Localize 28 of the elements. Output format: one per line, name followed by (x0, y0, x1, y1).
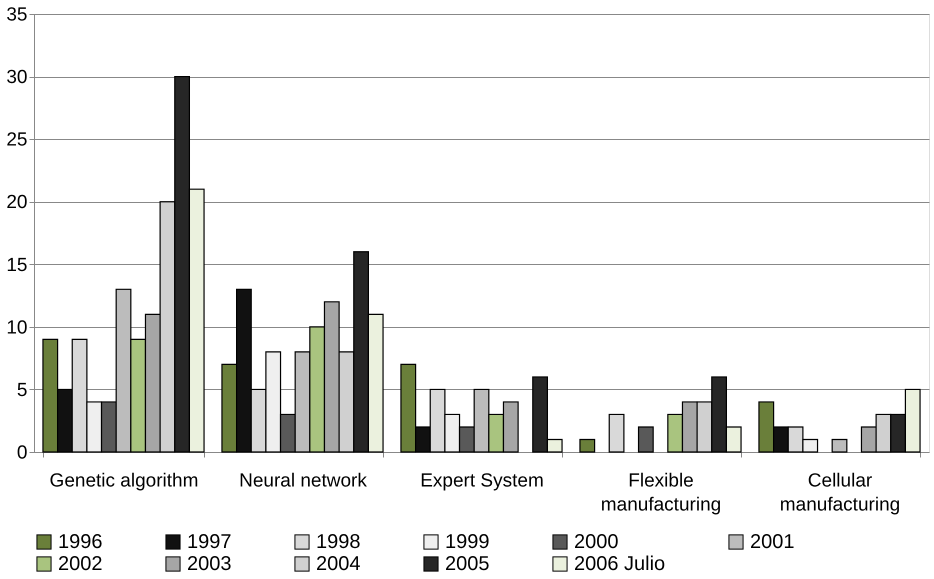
x-tick-label: Flexible manufacturing (600, 470, 722, 516)
x-tick-label: Genetic algorithm (50, 470, 198, 492)
y-tick-label: 15 (6, 254, 28, 276)
y-tick-label: 10 (6, 317, 28, 338)
legend-label: 2004 (316, 553, 360, 575)
x-tick-label: Neural network (239, 470, 368, 492)
legend-label: 1999 (445, 531, 490, 553)
legend-label: 2006 Julio (574, 553, 666, 575)
legend-label: 2001 (750, 531, 794, 553)
bar (638, 426, 654, 453)
x-tick-label: Cellular manufacturing (780, 470, 900, 516)
y-tick-label: 0 (16, 442, 28, 464)
legend-label: 1998 (316, 531, 360, 553)
y-tick-label: 25 (6, 130, 28, 151)
bar (832, 438, 848, 453)
legend-label: 2000 (574, 531, 618, 553)
y-tick-label: 5 (16, 380, 28, 401)
y-tick-label: 35 (6, 4, 28, 26)
bar (579, 438, 596, 453)
x-tick-label: Expert System (420, 470, 544, 492)
bar (608, 414, 624, 453)
y-tick-label: 30 (6, 67, 28, 88)
legend-label: 2005 (445, 553, 490, 575)
legend-label: 1997 (187, 531, 232, 553)
y-tick-label: 20 (6, 192, 28, 214)
legend-label: 1996 (58, 531, 102, 553)
legend-label: 2003 (187, 553, 232, 575)
legend-label: 2002 (58, 553, 102, 575)
